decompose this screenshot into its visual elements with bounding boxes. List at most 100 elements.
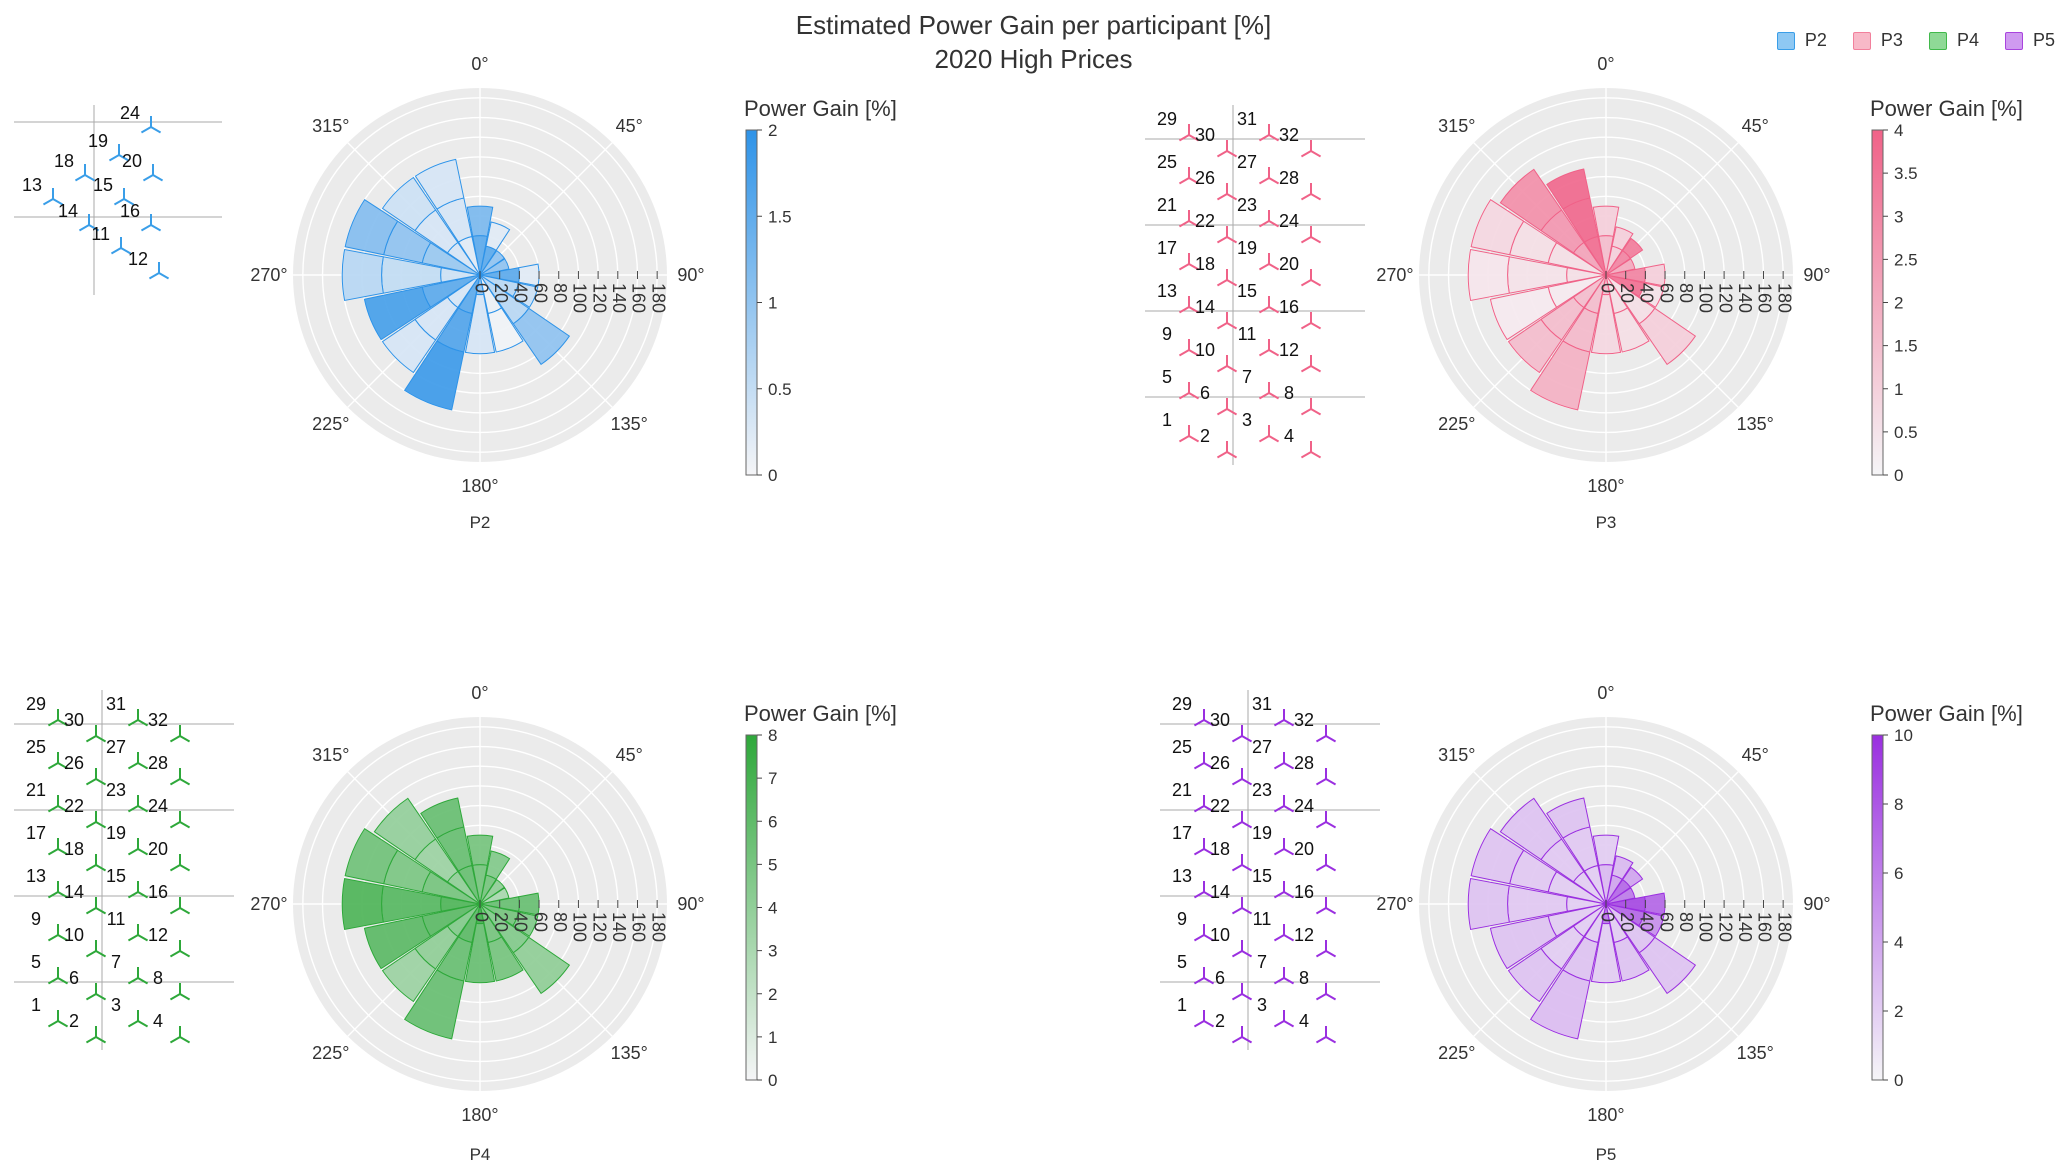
- angular-tick-label: 90°: [1803, 265, 1830, 285]
- polar-bar-segment[interactable]: [466, 834, 494, 866]
- polar-bar-segment[interactable]: [1507, 318, 1563, 374]
- turbine-icon: [1273, 1010, 1295, 1028]
- turbine-blade: [1231, 950, 1243, 958]
- polar-bar-segment[interactable]: [512, 911, 539, 937]
- polar-bar-segment[interactable]: [479, 878, 506, 905]
- colorbar-tick-label: 1.5: [1894, 337, 1918, 356]
- polar-bar-segment[interactable]: [1605, 887, 1636, 905]
- polar-bar-segment[interactable]: [1470, 198, 1525, 256]
- polar-bar-segment[interactable]: [487, 936, 524, 982]
- polar-bar-segment[interactable]: [381, 947, 437, 1003]
- polar-bar-segment[interactable]: [1467, 877, 1510, 931]
- polar-bar-segment[interactable]: [1638, 282, 1665, 308]
- turbine-icon: [148, 262, 170, 280]
- polar-bar-segment[interactable]: [479, 887, 510, 905]
- polar-bar-segment[interactable]: [381, 176, 437, 232]
- polar-bar-segment[interactable]: [344, 827, 399, 885]
- polar-bar-segment[interactable]: [487, 307, 524, 353]
- polar-bar-segment[interactable]: [485, 221, 511, 251]
- turbine-icon: [1193, 795, 1215, 813]
- polar-bar-segment[interactable]: [373, 797, 437, 861]
- polar-bar-segment[interactable]: [1638, 307, 1697, 366]
- polar-bar-segment[interactable]: [1590, 922, 1622, 984]
- polar-bar-segment[interactable]: [1507, 947, 1563, 1003]
- turbine-blade: [1325, 993, 1337, 1001]
- turbine-icon: [1300, 398, 1322, 416]
- polar-bar-segment[interactable]: [1638, 936, 1697, 995]
- polar-bar-segment[interactable]: [1638, 911, 1665, 937]
- polar-bar-segment[interactable]: [1592, 834, 1620, 866]
- polar-bar-segment[interactable]: [512, 936, 571, 995]
- polar-bar-segment[interactable]: [485, 850, 511, 880]
- polar-bar-segment[interactable]: [341, 248, 384, 302]
- angular-tick-label: 45°: [1742, 116, 1769, 136]
- legend-item-p4[interactable]: P4: [1928, 30, 1979, 51]
- turbine-blade: [1300, 236, 1312, 244]
- polar-bar-segment[interactable]: [363, 286, 432, 341]
- radial-tick-label: 160: [629, 912, 649, 942]
- turbine-blade: [1216, 408, 1228, 416]
- turbine-label: 30: [1195, 125, 1215, 145]
- polar-bar-segment[interactable]: [1621, 237, 1644, 260]
- polar-bar-segment[interactable]: [1489, 286, 1558, 341]
- turbine-blade: [85, 778, 97, 786]
- polar-bar-segment[interactable]: [464, 293, 496, 355]
- turbine-blade: [1258, 177, 1270, 185]
- turbine-label: 16: [1279, 297, 1299, 317]
- turbine-blade: [57, 977, 69, 985]
- angular-tick-label: 135°: [1737, 414, 1774, 434]
- polar-bar-segment[interactable]: [381, 318, 437, 374]
- polar-bar-segment[interactable]: [466, 205, 494, 237]
- turbine-blade: [1310, 150, 1322, 158]
- polar-bar-segment[interactable]: [512, 282, 539, 308]
- polar-bar-segment[interactable]: [1611, 855, 1634, 880]
- turbine-icon: [1273, 752, 1295, 770]
- polar-bar-segment[interactable]: [403, 340, 465, 411]
- polar-bar-segment[interactable]: [341, 877, 384, 931]
- polar-bar-segment[interactable]: [1590, 293, 1622, 355]
- legend-item-p3[interactable]: P3: [1852, 30, 1903, 51]
- polar-bar-segment[interactable]: [1621, 866, 1644, 889]
- turbine-blade: [169, 735, 181, 743]
- polar-bar-segment[interactable]: [1499, 168, 1563, 232]
- turbine-blade: [1315, 864, 1327, 872]
- polar-bar-segment[interactable]: [1529, 969, 1591, 1040]
- polar-bar-segment[interactable]: [1605, 258, 1636, 276]
- polar-bar-segment[interactable]: [1592, 205, 1620, 237]
- turbine-label: 2: [69, 1011, 79, 1031]
- polar-bar-segment[interactable]: [403, 969, 465, 1040]
- turbine-icon: [74, 164, 96, 182]
- turbine-blade: [127, 934, 139, 942]
- polar-bar-segment[interactable]: [479, 249, 506, 276]
- turbine-label: 12: [1294, 925, 1314, 945]
- polar-bar-segment[interactable]: [414, 158, 465, 210]
- legend-item-p2[interactable]: P2: [1776, 30, 1827, 51]
- turbine-blade: [150, 224, 162, 232]
- polar-bar-segment[interactable]: [420, 797, 465, 839]
- turbine-label: 24: [120, 103, 140, 123]
- turbine-blade: [47, 934, 59, 942]
- polar-bar-segment[interactable]: [479, 258, 510, 276]
- turbine-blade: [1300, 408, 1312, 416]
- polar-bar-segment[interactable]: [1546, 797, 1591, 839]
- angular-tick-label: 180°: [461, 476, 498, 496]
- polar-bar-segment[interactable]: [1467, 248, 1510, 302]
- polar-bar-segment[interactable]: [1470, 827, 1525, 885]
- polar-bar-segment[interactable]: [1489, 915, 1558, 970]
- polar-bar-segment[interactable]: [464, 922, 496, 984]
- polar-bar-segment[interactable]: [344, 198, 399, 256]
- polar-bar-segment[interactable]: [1499, 797, 1563, 861]
- polar-bar-segment[interactable]: [1613, 936, 1650, 982]
- polar-bar-segment[interactable]: [512, 307, 571, 366]
- turbine-blade: [140, 126, 152, 134]
- turbine-blade: [1216, 451, 1228, 459]
- turbine-label: 24: [148, 796, 168, 816]
- angular-tick-label: 225°: [312, 414, 349, 434]
- legend-item-p5[interactable]: P5: [2004, 30, 2055, 51]
- polar-bar-segment[interactable]: [1529, 340, 1591, 411]
- polar-bar-segment[interactable]: [363, 915, 432, 970]
- polar-bar-segment[interactable]: [1546, 168, 1591, 210]
- polar-bar-segment[interactable]: [1613, 307, 1650, 353]
- turbine-label: 1: [1162, 410, 1172, 430]
- polar-bar-segment[interactable]: [1611, 226, 1634, 251]
